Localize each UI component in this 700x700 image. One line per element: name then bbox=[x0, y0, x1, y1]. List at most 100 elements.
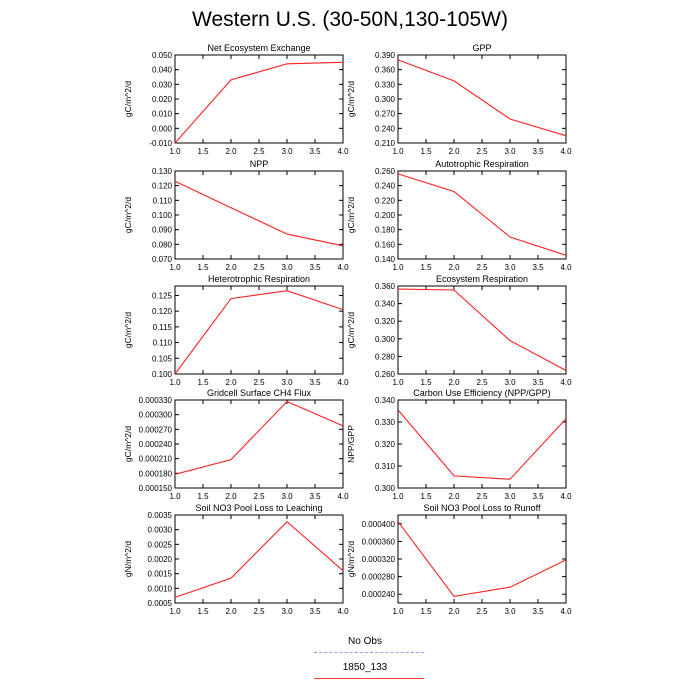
y-tick-label: 0.160 bbox=[375, 240, 396, 249]
y-tick-label: 0.000240 bbox=[362, 590, 396, 599]
y-axis-label: gC/m^2/d bbox=[123, 81, 133, 117]
series-line bbox=[174, 61, 344, 144]
plot-frame bbox=[397, 170, 567, 260]
x-tick-label: 2.5 bbox=[476, 147, 488, 156]
y-tick-label: 0.300 bbox=[375, 484, 396, 493]
x-tick-label: 1.5 bbox=[420, 378, 432, 387]
x-tick-label: 1.5 bbox=[420, 492, 432, 501]
chart-panel-2: GPP 1.0 1.5 2.0 2.5 3.0 3.5 4.0 0.210 0.240 0.270 0… bbox=[346, 43, 572, 156]
y-tick-label: 0.220 bbox=[375, 196, 396, 205]
x-tick-label: 4.0 bbox=[337, 147, 349, 156]
y-tick-label: 0.360 bbox=[375, 282, 396, 291]
panel-title: Soil NO3 Pool Loss to Runoff bbox=[424, 503, 541, 513]
panel-title: Gridcell Surface CH4 Flux bbox=[207, 388, 312, 398]
series-line bbox=[174, 290, 344, 375]
x-tick-label: 1.5 bbox=[197, 263, 209, 272]
chart-panel-1: Net Ecosystem Exchange 1.0 1.5 2.0 2.5 3.0 3.5… bbox=[123, 43, 349, 156]
panel-title: GPP bbox=[472, 43, 491, 53]
x-tick-label: 1.0 bbox=[392, 492, 404, 501]
y-tick-label: 0.280 bbox=[375, 352, 396, 361]
y-tick-label: 0.320 bbox=[375, 317, 396, 326]
y-tick-label: 0.0020 bbox=[148, 555, 173, 564]
y-tick-label: 0.105 bbox=[152, 354, 173, 363]
x-tick-label: 2.5 bbox=[253, 263, 265, 272]
x-tick-label: 2.0 bbox=[448, 147, 460, 156]
x-tick-label: 1.0 bbox=[169, 147, 181, 156]
x-tick-label: 3.0 bbox=[281, 378, 293, 387]
y-tick-label: 0.270 bbox=[375, 110, 396, 119]
x-tick-label: 1.0 bbox=[392, 263, 404, 272]
y-tick-label: 0.0015 bbox=[148, 570, 173, 579]
x-tick-label: 4.0 bbox=[337, 492, 349, 501]
x-tick-label: 3.5 bbox=[532, 263, 544, 272]
x-tick-label: 4.0 bbox=[560, 263, 572, 272]
chart-panel-7: Gridcell Surface CH4 Flux 1.0 1.5 2.0 2.5 3.0… bbox=[123, 388, 349, 501]
y-tick-label: 0.000300 bbox=[139, 411, 173, 420]
y-tick-label: 0.260 bbox=[375, 167, 396, 176]
plot-frame bbox=[397, 54, 567, 144]
panel-title: NPP bbox=[250, 159, 269, 169]
chart-panel-10: Soil NO3 Pool Loss to Runoff 1.0 1.5 2.0 2.5… bbox=[346, 503, 572, 616]
x-tick-label: 3.5 bbox=[309, 492, 321, 501]
x-tick-label: 1.0 bbox=[392, 147, 404, 156]
x-tick-label: 1.5 bbox=[197, 607, 209, 616]
panel-title: Autotrophic Respiration bbox=[435, 159, 529, 169]
x-tick-label: 1.0 bbox=[169, 607, 181, 616]
y-tick-label: 0.340 bbox=[375, 300, 396, 309]
x-tick-label: 3.5 bbox=[309, 263, 321, 272]
legend-dashed-line bbox=[314, 652, 424, 653]
x-tick-label: 3.5 bbox=[532, 492, 544, 501]
y-axis-label: NPP/GPP bbox=[346, 425, 356, 463]
series-line bbox=[397, 409, 567, 480]
x-tick-label: 2.5 bbox=[253, 607, 265, 616]
y-axis-label: gC/m^2/d bbox=[123, 426, 133, 462]
x-tick-label: 4.0 bbox=[560, 607, 572, 616]
y-tick-label: 0.000400 bbox=[362, 520, 396, 529]
y-tick-label: 0.0010 bbox=[148, 584, 173, 593]
x-tick-label: 3.5 bbox=[309, 147, 321, 156]
x-tick-label: 3.5 bbox=[532, 607, 544, 616]
series-line bbox=[174, 520, 344, 598]
y-tick-label: 0.090 bbox=[152, 226, 173, 235]
panel-title: Carbon Use Efficiency (NPP/GPP) bbox=[413, 388, 550, 398]
y-tick-label: 0.125 bbox=[152, 291, 173, 300]
chart-panel-8: Carbon Use Efficiency (NPP/GPP) 1.0 1.5 2.0… bbox=[346, 388, 572, 501]
y-tick-label: 0.120 bbox=[152, 307, 173, 316]
y-tick-label: -0.010 bbox=[149, 139, 172, 148]
y-tick-label: 0.000180 bbox=[139, 469, 173, 478]
y-tick-label: 0.000320 bbox=[362, 555, 396, 564]
y-tick-label: 0.000240 bbox=[139, 440, 173, 449]
x-tick-label: 2.5 bbox=[253, 147, 265, 156]
y-tick-label: 0.110 bbox=[153, 196, 173, 205]
chart-panel-6: Ecosystem Respiration 1.0 1.5 2.0 2.5 3.0 3.5 4… bbox=[346, 274, 572, 387]
x-tick-label: 4.0 bbox=[560, 492, 572, 501]
x-tick-label: 2.0 bbox=[448, 492, 460, 501]
y-tick-label: 0.0030 bbox=[148, 526, 173, 535]
y-tick-label: 0.030 bbox=[152, 80, 173, 89]
x-tick-label: 3.5 bbox=[309, 378, 321, 387]
series-line bbox=[397, 59, 567, 137]
y-tick-label: 0.200 bbox=[375, 211, 396, 220]
x-tick-label: 1.0 bbox=[169, 378, 181, 387]
y-tick-label: 0.320 bbox=[375, 440, 396, 449]
chart-panel-9: Soil NO3 Pool Loss to Leaching 1.0 1.5 2.0 2… bbox=[123, 503, 349, 616]
y-axis-label: gN/m^2/d bbox=[123, 541, 133, 577]
x-tick-label: 1.5 bbox=[420, 263, 432, 272]
x-tick-label: 2.5 bbox=[253, 492, 265, 501]
y-tick-label: 0.110 bbox=[153, 339, 173, 348]
series-line bbox=[397, 288, 567, 371]
plot-frame bbox=[174, 399, 344, 489]
y-tick-label: 0.050 bbox=[152, 51, 173, 60]
y-tick-label: 0.000150 bbox=[139, 484, 173, 493]
x-tick-label: 1.5 bbox=[420, 147, 432, 156]
y-tick-label: 0.140 bbox=[375, 255, 396, 264]
series-line bbox=[397, 173, 567, 256]
y-tick-label: 0.120 bbox=[152, 182, 173, 191]
plot-frame bbox=[174, 54, 344, 144]
legend-label: No Obs bbox=[348, 636, 382, 647]
x-tick-label: 1.0 bbox=[392, 607, 404, 616]
x-tick-label: 2.5 bbox=[476, 492, 488, 501]
y-tick-label: 0.210 bbox=[375, 139, 396, 148]
x-tick-label: 3.5 bbox=[532, 147, 544, 156]
figure-title: Western U.S. (30-50N,130-105W) bbox=[192, 8, 508, 31]
